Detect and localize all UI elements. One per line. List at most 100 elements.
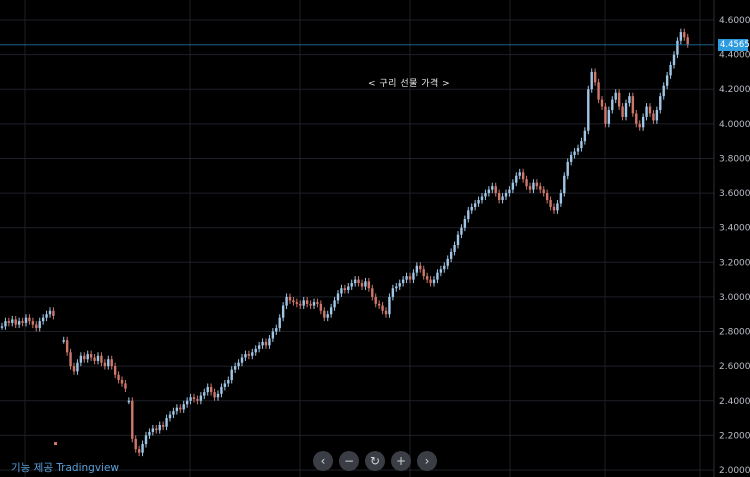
- candle-body: [316, 302, 319, 304]
- y-tick-label: 2.4000: [719, 397, 750, 407]
- candle-body: [679, 32, 683, 41]
- candle-body: [566, 161, 569, 176]
- candle-body: [35, 324, 38, 329]
- candle-body: [549, 200, 552, 207]
- candle-body: [28, 317, 31, 322]
- candle-body: [244, 354, 247, 358]
- candle-body: [165, 418, 168, 427]
- candle-body: [583, 130, 587, 142]
- candle-body: [93, 357, 96, 361]
- zoom-in-button[interactable]: +: [391, 451, 411, 471]
- candle-body: [203, 392, 206, 396]
- candle-body: [299, 303, 302, 306]
- candle-body: [655, 110, 659, 121]
- candle-body: [473, 203, 477, 207]
- candle-body: [419, 265, 422, 270]
- candle-body: [621, 106, 624, 117]
- candle-body: [107, 359, 110, 367]
- candle-body: [117, 374, 120, 380]
- candle-body: [148, 431, 151, 436]
- candle-body: [405, 276, 408, 280]
- candle-body: [17, 321, 21, 325]
- reset-button[interactable]: ↻: [365, 451, 385, 471]
- candle-body: [96, 355, 100, 361]
- candle-body: [456, 234, 460, 245]
- candle-body: [508, 189, 511, 194]
- candle-body: [189, 397, 192, 401]
- candle-body: [446, 258, 449, 266]
- candle-body: [662, 85, 665, 97]
- candle-body: [494, 186, 497, 194]
- candle-body: [182, 404, 185, 410]
- candle-body: [439, 269, 443, 273]
- candle-body: [648, 106, 652, 114]
- candle-body: [425, 276, 429, 280]
- candle-body: [24, 317, 28, 323]
- candle-body: [484, 193, 487, 197]
- candle-body: [491, 186, 494, 190]
- candle-body: [443, 265, 446, 270]
- candle-body: [652, 113, 655, 121]
- candle-body: [261, 341, 264, 346]
- candle-body: [487, 189, 491, 194]
- candle-body: [233, 366, 237, 370]
- candle-body: [172, 411, 175, 415]
- candle-body: [628, 96, 631, 104]
- candle-body: [131, 400, 134, 439]
- candle-body: [161, 425, 165, 427]
- candle-body: [611, 99, 614, 110]
- candle-body: [86, 354, 89, 360]
- candle-body: [436, 272, 439, 280]
- candle-body: [254, 348, 257, 353]
- candle-body: [72, 366, 76, 372]
- candle-body: [501, 196, 504, 200]
- outlier-candle: [54, 442, 57, 446]
- candle-body: [429, 279, 432, 284]
- candle-body: [600, 99, 604, 107]
- candle-body: [295, 302, 299, 304]
- y-tick-label: 4.6000: [719, 16, 750, 26]
- candle-body: [209, 386, 213, 393]
- candle-body: [31, 321, 35, 325]
- candle-body: [134, 438, 137, 450]
- candle-body: [676, 40, 679, 55]
- candle-body: [614, 92, 617, 100]
- y-tick-label: 3.6000: [719, 189, 750, 199]
- candle-body: [453, 245, 456, 252]
- candle-body: [45, 314, 48, 318]
- scroll-left-button[interactable]: ‹: [313, 451, 333, 471]
- candle-body: [302, 300, 305, 306]
- y-tick-label: 2.2000: [719, 431, 750, 441]
- zoom-out-button[interactable]: −: [339, 451, 359, 471]
- y-tick-label: 4.2000: [719, 85, 750, 95]
- candle-body: [52, 310, 55, 316]
- candle-body: [175, 407, 179, 412]
- candle-body: [669, 65, 672, 76]
- candle-body: [357, 279, 360, 284]
- candle-body: [89, 354, 93, 358]
- candle-body: [388, 296, 391, 315]
- candle-body: [364, 281, 367, 287]
- tradingview-watermark[interactable]: 기능 제공 Tradingview: [11, 462, 120, 474]
- candle-body: [635, 113, 638, 124]
- candle-body: [686, 37, 689, 45]
- candle-body: [124, 383, 127, 389]
- candle-body: [539, 186, 542, 190]
- candle-body: [326, 314, 329, 318]
- candle-body: [665, 75, 669, 86]
- candle-body: [271, 331, 275, 339]
- candle-body: [48, 310, 52, 315]
- candle-body: [168, 414, 172, 419]
- candle-body: [227, 380, 230, 384]
- candle-body: [251, 352, 254, 356]
- candle-body: [683, 32, 686, 38]
- candle-body: [264, 341, 268, 346]
- candle-body: [41, 317, 45, 322]
- candle-body: [340, 288, 343, 294]
- y-tick-label: 2.0000: [719, 466, 750, 476]
- candle-body: [624, 103, 628, 117]
- candle-body: [576, 148, 580, 152]
- scroll-right-button[interactable]: ›: [417, 451, 437, 471]
- candle-body: [422, 269, 425, 277]
